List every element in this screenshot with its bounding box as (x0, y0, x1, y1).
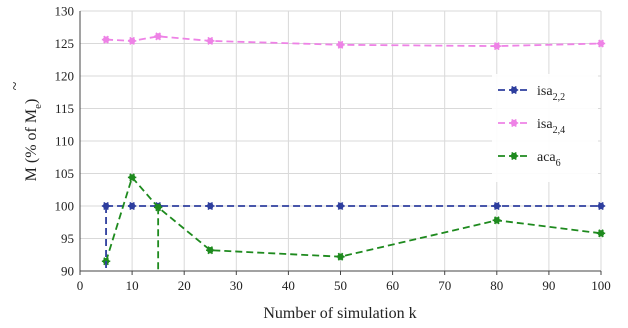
data-point (336, 252, 345, 261)
data-point (206, 201, 215, 211)
data-point (206, 246, 215, 255)
x-tick-label: 60 (386, 278, 399, 293)
y-tick-label: 95 (61, 231, 74, 246)
x-tick-label: 40 (282, 278, 295, 293)
y-axis-label-accent: ~ (7, 81, 24, 90)
x-tick-labels: 0 10 20 30 40 50 60 70 80 90 100 (77, 278, 611, 293)
y-tick-label: 130 (55, 4, 75, 19)
data-series (101, 32, 606, 271)
y-axis-label: M (% of Me) (23, 99, 44, 182)
legend-marker (509, 85, 519, 95)
legend-label: aca6 (537, 150, 561, 169)
y-tick-label: 105 (55, 166, 75, 181)
data-point (492, 201, 501, 211)
series-line (105, 175, 602, 262)
legend-marker (509, 118, 519, 128)
y-tick-label: 100 (55, 199, 75, 214)
data-point (596, 201, 606, 211)
series-aca-6 (101, 173, 606, 266)
y-axis-label-end: ) (23, 99, 40, 104)
y-tick-label: 90 (61, 264, 74, 279)
legend-item: isa2,2 (498, 84, 565, 103)
y-tick-label: 120 (55, 69, 75, 84)
x-tick-label: 100 (591, 278, 611, 293)
data-point (492, 42, 501, 51)
y-tick-label: 110 (55, 134, 74, 149)
series-isa-2-2 (101, 201, 606, 211)
x-axis-label: Number of simulation k (263, 305, 416, 322)
legend-item: aca6 (498, 150, 561, 169)
x-tick-label: 80 (490, 278, 503, 293)
data-point (206, 36, 215, 45)
data-point (596, 39, 606, 48)
data-point (596, 229, 606, 238)
x-tick-label: 10 (126, 278, 139, 293)
y-tick-label: 115 (55, 101, 74, 116)
legend-item: isa2,4 (498, 117, 565, 136)
data-point (492, 216, 501, 225)
y-axis-label-sub: e (32, 104, 44, 109)
data-point (336, 201, 345, 211)
series-isa-2-4 (101, 32, 606, 51)
data-point (127, 36, 137, 45)
data-point (127, 173, 137, 182)
x-tick-label: 70 (438, 278, 451, 293)
legend-marker (509, 151, 519, 161)
x-tick-label: 50 (334, 278, 347, 293)
series-line (106, 35, 602, 48)
y-tick-label: 125 (55, 36, 75, 51)
legend-label: isa2,4 (537, 117, 565, 136)
legend-background (492, 74, 598, 182)
x-tick-label: 90 (542, 278, 555, 293)
x-tick-label: 0 (77, 278, 84, 293)
data-point (336, 40, 345, 49)
data-point (127, 201, 137, 211)
data-point (153, 32, 163, 41)
data-point (101, 35, 111, 44)
legend-label: isa2,2 (537, 84, 565, 103)
axes (79, 11, 602, 275)
legend: isa2,2 isa2,4 aca6 (492, 74, 598, 182)
y-axis-label-middle: (% of M (23, 109, 40, 167)
y-axis-label-base: M (23, 167, 40, 181)
y-tick-labels: 90 95 100 105 110 115 120 125 130 (55, 4, 75, 279)
x-tick-label: 30 (230, 278, 243, 293)
x-tick-label: 20 (178, 278, 191, 293)
